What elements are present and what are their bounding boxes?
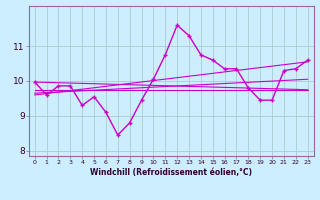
X-axis label: Windchill (Refroidissement éolien,°C): Windchill (Refroidissement éolien,°C) xyxy=(90,168,252,177)
